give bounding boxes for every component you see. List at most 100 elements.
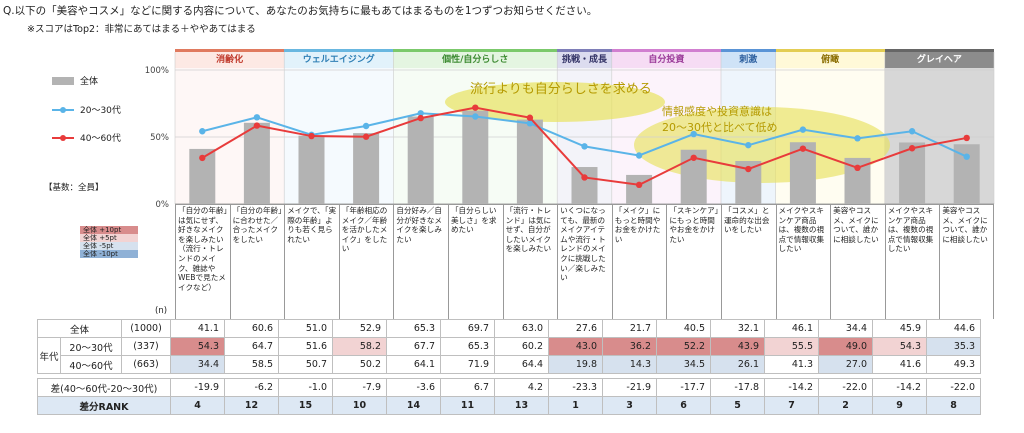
diff-cell: -7.9 <box>332 378 387 397</box>
bar-all-9 <box>626 174 653 204</box>
table-cell: 45.9 <box>872 319 927 338</box>
point-young-9 <box>635 152 643 159</box>
point-old-1 <box>199 154 206 162</box>
bar-all-4 <box>353 133 380 204</box>
diff-cell: -14.2 <box>764 378 819 397</box>
category-label: 個性/自分らしさ <box>442 55 509 65</box>
diff-cell: -22.0 <box>926 378 981 397</box>
table-cell: 65.3 <box>440 337 495 356</box>
category-individuality: 個性/自分らしさ <box>393 49 558 68</box>
row-n: (663) <box>121 355 171 374</box>
line-old <box>201 106 967 186</box>
table-cell: 19.8 <box>548 355 603 374</box>
table-cell: 69.7 <box>440 319 495 338</box>
annotation-investment-1: 情報感度や投資意識は <box>662 104 772 118</box>
bar-all-8 <box>571 167 598 204</box>
n-header: (n) <box>155 306 168 316</box>
category-self-investment: 自分投資 <box>611 49 721 68</box>
point-old-14 <box>908 145 916 152</box>
point-old-9 <box>635 181 643 189</box>
table-cell: 26.1 <box>710 355 765 374</box>
rank-cell: 4 <box>170 396 225 415</box>
diff-legend-plus5: 全体 +5pt <box>80 234 138 242</box>
table-cell: 46.1 <box>764 319 819 338</box>
highlight-ellipse-investment <box>634 107 890 183</box>
point-old-2 <box>253 122 261 129</box>
legend-young-label: 20～30代 <box>80 106 121 116</box>
table-cell: 67.7 <box>386 337 441 356</box>
rank-cell: 14 <box>386 396 441 415</box>
highlight-ellipse-individuality <box>445 82 665 122</box>
table-cell: 65.3 <box>386 319 441 338</box>
bar-all-14 <box>899 142 926 204</box>
diff-row: 差(40～60代-20～30代) -19.9 -6.2 -1.0 -7.9 -3.6 6.7… <box>37 378 981 397</box>
category-challenge: 挑戦・成長 <box>557 49 612 68</box>
category-label: グレイヘア <box>916 55 962 65</box>
point-old-10 <box>690 154 697 161</box>
rank-cell: 10 <box>332 396 387 415</box>
row-label: 全体 <box>37 319 122 338</box>
point-old-13 <box>854 164 861 172</box>
category-gray-hair: グレイヘア <box>884 49 994 68</box>
rank-label: 差分RANK <box>37 396 171 415</box>
table-cell: 60.2 <box>494 337 549 356</box>
diff-legend-plus10: 全体 +10pt <box>80 226 138 234</box>
point-young-12 <box>799 126 807 133</box>
table-cell: 55.5 <box>764 337 819 356</box>
table-cell: 41.6 <box>872 355 927 374</box>
bar-all-11 <box>735 160 762 204</box>
bar-all-7 <box>516 119 543 204</box>
point-young-2 <box>253 114 261 121</box>
category-well-aging: ウェルエイジング <box>284 49 394 68</box>
rank-cell: 3 <box>602 396 657 415</box>
table-cell: 34.5 <box>656 355 711 374</box>
category-column-bg <box>611 67 721 204</box>
category-label: 消齢化 <box>216 55 244 65</box>
item-desc-13: 美容やコスメ、メイクについて、誰かに相談したい <box>830 205 885 319</box>
category-column-bg <box>721 67 776 204</box>
point-young-7 <box>526 120 534 127</box>
point-young-6 <box>472 113 479 120</box>
table-cell: 50.7 <box>278 355 333 374</box>
rank-cell: 7 <box>764 396 819 415</box>
table-cell: 71.9 <box>440 355 495 374</box>
table-cell: 52.2 <box>656 337 711 356</box>
category-overview: 俯瞰 <box>775 49 885 68</box>
line-young <box>202 112 968 158</box>
item-desc-4: 「年齢相応のメイク／年齢を活かしたメイク」をしたい <box>338 205 394 319</box>
table-row: 年代 20～30代 (337) 54.3 64.7 51.6 58.2 67.7 65.3 60.… <box>37 337 981 374</box>
table-cell: 49.0 <box>818 337 873 356</box>
category-column-bg <box>284 67 394 204</box>
row-n: (1000) <box>121 319 171 338</box>
row-label: 20～30代 <box>60 337 122 356</box>
rank-cell: 6 <box>656 396 711 415</box>
diff-cell: -17.8 <box>710 378 765 397</box>
point-young-5 <box>417 110 424 117</box>
rank-cell: 8 <box>926 396 981 415</box>
table-cell: 52.9 <box>332 319 387 338</box>
rank-cell: 2 <box>818 396 873 415</box>
item-desc-11: 「コスメ」と運命的な出会いをしたい <box>720 205 776 319</box>
table-cell: 58.5 <box>224 355 279 374</box>
table-cell: 64.7 <box>224 337 279 356</box>
bar-all-1 <box>189 148 216 204</box>
item-desc-3: メイクで、「実際の年齢」よりも若く見られたい <box>284 205 339 319</box>
bar-all-12 <box>789 142 816 204</box>
y-tick-label: 50% <box>150 133 169 143</box>
legend-young: 20～30代 <box>52 103 121 116</box>
category-column-bg <box>393 67 558 204</box>
point-old-5 <box>417 114 424 122</box>
category-header-row: 消齢化 ウェルエイジング 個性/自分らしさ 挑戦・成長 自分投資 刺激 俯瞰 グ… <box>175 49 994 68</box>
point-old-12 <box>799 145 807 152</box>
table-cell: 44.6 <box>926 319 981 338</box>
table-cell: 51.6 <box>278 337 333 356</box>
diff-cell: -23.3 <box>548 378 603 397</box>
score-note: ※スコアはTop2：非常にあてはまる＋ややあてはまる <box>27 24 256 35</box>
bar-all-2 <box>243 122 270 204</box>
rank-cell: 12 <box>224 396 279 415</box>
point-young-8 <box>581 143 588 150</box>
category-label: 自分投資 <box>648 55 685 65</box>
legend-young-swatch <box>52 106 74 113</box>
annotation-individuality: 流行よりも自分らしさを求める <box>470 82 652 97</box>
category-column-bg <box>775 67 885 204</box>
